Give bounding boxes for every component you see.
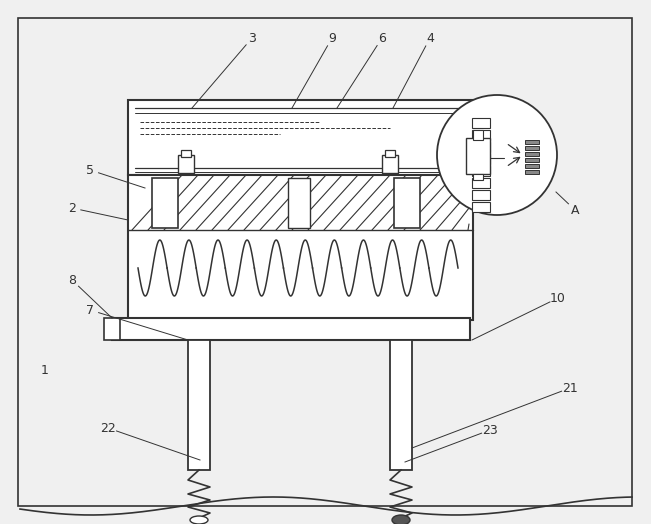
Bar <box>466 138 490 174</box>
Text: 21: 21 <box>562 381 578 395</box>
Text: 6: 6 <box>378 31 386 45</box>
Bar <box>472 118 490 128</box>
Bar <box>472 178 490 188</box>
Bar <box>288 178 310 228</box>
Text: 4: 4 <box>426 31 434 45</box>
Bar <box>128 175 473 320</box>
Bar <box>473 130 483 140</box>
Bar <box>181 150 191 157</box>
Text: 5: 5 <box>86 163 94 177</box>
Bar <box>472 154 490 164</box>
Bar <box>525 140 539 144</box>
Text: 23: 23 <box>482 423 498 436</box>
Bar <box>473 174 483 180</box>
Bar <box>104 318 120 340</box>
Bar <box>390 340 412 470</box>
Text: 1: 1 <box>41 364 49 377</box>
Bar <box>525 170 539 174</box>
Text: 3: 3 <box>248 31 256 45</box>
Bar <box>382 155 398 173</box>
Bar <box>525 146 539 150</box>
Circle shape <box>437 95 557 215</box>
Bar <box>152 178 178 228</box>
Bar <box>525 158 539 162</box>
Text: A: A <box>571 203 579 216</box>
Bar <box>385 150 395 157</box>
Bar <box>472 202 490 212</box>
Ellipse shape <box>392 515 410 524</box>
Text: 10: 10 <box>550 291 566 304</box>
Bar <box>178 155 194 173</box>
Bar <box>472 130 490 140</box>
Text: 7: 7 <box>86 303 94 316</box>
Text: 9: 9 <box>328 31 336 45</box>
Bar <box>525 152 539 156</box>
Bar <box>128 100 473 175</box>
Bar <box>525 164 539 168</box>
Text: 22: 22 <box>100 421 116 434</box>
Bar <box>472 166 490 176</box>
Bar <box>472 142 490 152</box>
Ellipse shape <box>190 516 208 524</box>
Bar <box>394 178 420 228</box>
Bar <box>188 340 210 470</box>
Text: 8: 8 <box>68 274 76 287</box>
Bar <box>112 318 470 340</box>
Text: 2: 2 <box>68 202 76 214</box>
Bar <box>472 190 490 200</box>
